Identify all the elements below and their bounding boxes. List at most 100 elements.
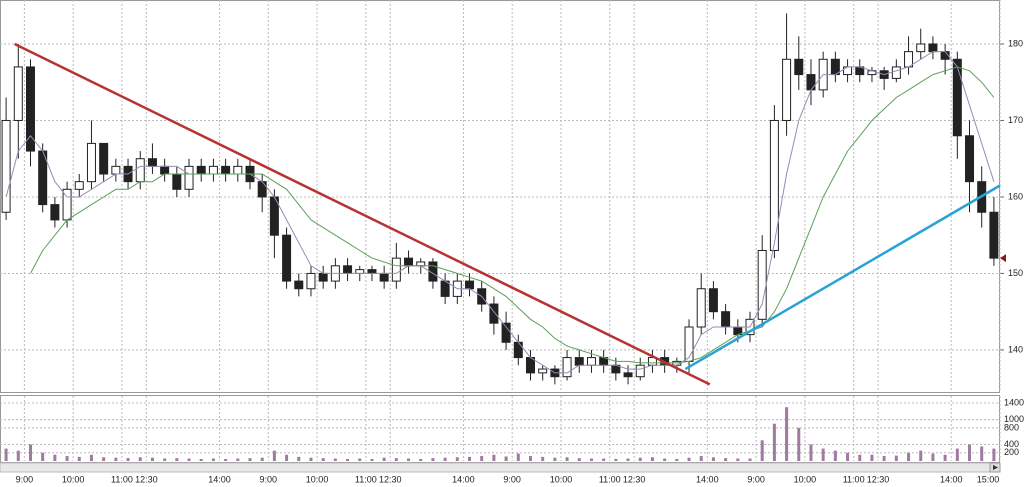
candle-body <box>574 357 584 366</box>
volume-bar <box>687 457 691 461</box>
candle-body <box>989 211 999 259</box>
candle-body <box>952 58 962 137</box>
x-tick-label: 10:00 <box>794 474 817 484</box>
candle-body <box>391 257 401 282</box>
x-tick-label: 11:00 <box>355 474 377 484</box>
volume-bar <box>675 458 679 461</box>
candle-body <box>404 257 414 267</box>
candle-body <box>684 326 694 362</box>
volume-bar <box>650 457 654 461</box>
candle-body <box>635 364 645 378</box>
candle-body <box>379 272 389 282</box>
x-tick-label: 14:00 <box>696 474 719 484</box>
volume-bar <box>419 458 423 461</box>
x-tick-label: 12:30 <box>135 474 158 484</box>
volume-bar <box>809 444 813 461</box>
candle-body <box>172 173 182 190</box>
candle-body <box>221 165 231 175</box>
x-tick-label: 11:00 <box>843 474 865 484</box>
volume-tick-label: 800 <box>1004 422 1019 432</box>
volume-bar <box>528 456 532 461</box>
volume-bar <box>504 456 508 461</box>
volume-bar <box>589 458 593 461</box>
x-tick-label: 14:00 <box>208 474 231 484</box>
volume-bar <box>138 457 142 461</box>
candle-body <box>318 272 328 282</box>
volume-bar <box>468 456 472 461</box>
candle-body <box>294 280 304 290</box>
candle-body <box>50 204 60 221</box>
volume-bar <box>443 457 447 461</box>
x-tick-label: 14:00 <box>452 474 475 484</box>
candle-body <box>428 261 438 282</box>
volume-bar <box>821 448 825 461</box>
x-tick-label: 12:30 <box>379 474 402 484</box>
volume-bar <box>858 454 862 461</box>
moving-average <box>5 51 995 374</box>
candle-body <box>74 181 84 190</box>
volume-bar <box>931 453 935 461</box>
volume-bar <box>321 458 325 461</box>
volume-bar <box>297 456 301 461</box>
candle-body <box>489 303 499 324</box>
x-tick-label: 12:30 <box>867 474 890 484</box>
scroll-arrow-icon <box>993 465 998 470</box>
candle-body <box>282 234 292 282</box>
volume-bar <box>626 458 630 461</box>
y-tick-label: 140 <box>1008 344 1023 354</box>
volume-bar <box>77 456 81 461</box>
volume-bar <box>602 458 606 461</box>
volume-bar <box>797 427 801 461</box>
volume-bar <box>407 458 411 461</box>
candle-body <box>928 43 938 53</box>
volume-tick-label: 400 <box>1004 439 1019 449</box>
volume-bar <box>4 448 8 461</box>
candle-body <box>367 269 377 274</box>
volume-bar <box>102 457 106 461</box>
volume-bar <box>614 458 618 461</box>
volume-tick-label: 200 <box>1004 447 1019 457</box>
volume-bar <box>907 452 911 461</box>
volume-bar <box>53 454 57 461</box>
scrollbar[interactable] <box>0 462 991 473</box>
volume-bar <box>870 454 874 461</box>
volume-bar <box>736 458 740 461</box>
volume-bar <box>455 457 459 461</box>
volume-bar <box>882 456 886 461</box>
volume-bar <box>41 452 45 461</box>
candle-body <box>721 311 731 328</box>
volume-bar <box>89 454 93 461</box>
volume-bar <box>553 457 557 461</box>
volume-bar <box>236 458 240 461</box>
candle-body <box>147 158 157 167</box>
volume-bar <box>724 458 728 461</box>
x-tick-label: 9:00 <box>503 474 521 484</box>
candle-body <box>208 165 218 175</box>
candle-body <box>355 269 365 274</box>
volume-bar <box>309 457 313 461</box>
x-tick-label: 12:30 <box>623 474 646 484</box>
x-tick-label: 11:00 <box>111 474 133 484</box>
moving-average <box>30 66 995 364</box>
volume-bar <box>516 453 520 461</box>
volume-bar <box>638 457 642 461</box>
x-tick-label: 10:00 <box>62 474 85 484</box>
candle-body <box>538 368 548 374</box>
candle-body <box>99 142 109 175</box>
candle-body <box>13 66 23 121</box>
volume-bar <box>833 450 837 461</box>
y-tick-label: 160 <box>1008 191 1023 201</box>
x-tick-label: 9:00 <box>747 474 765 484</box>
x-tick-label: 14:00 <box>940 474 963 484</box>
volume-tick-label: 1400 <box>1004 397 1024 407</box>
y-tick-label: 150 <box>1008 268 1023 278</box>
volume-tick-label: 1000 <box>1004 414 1024 424</box>
volume-bar <box>199 458 203 461</box>
trendline <box>684 184 1001 371</box>
x-tick-label: 10:00 <box>550 474 573 484</box>
candle-body <box>160 165 170 175</box>
volume-bar <box>382 457 386 461</box>
volume-bar <box>772 423 776 461</box>
volume-bar <box>16 450 20 461</box>
volume-bar <box>126 458 130 461</box>
